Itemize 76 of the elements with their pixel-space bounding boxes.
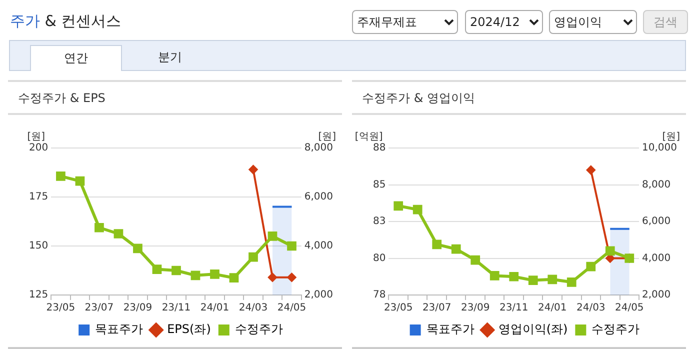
point	[75, 176, 85, 186]
point	[451, 244, 461, 254]
point	[528, 276, 538, 285]
x-tick-label: 23/09	[123, 302, 152, 314]
point	[432, 240, 442, 250]
y2-tick-label: 8,000	[642, 179, 671, 190]
y2-tick-label: 6,000	[642, 216, 671, 228]
legend-label: 목표주가	[426, 322, 474, 336]
x-tick-label: 23/07	[422, 302, 452, 314]
y-tick-label: 150	[28, 240, 48, 252]
point	[287, 241, 296, 251]
x-tick-label: 23/09	[460, 302, 490, 314]
point	[94, 222, 104, 232]
chart-title: 수정주가 & 영업이익	[362, 90, 475, 107]
legend-label: 영업이익(좌)	[498, 322, 568, 336]
y-tick-label: 83	[372, 216, 386, 228]
x-tick-label: 23/11	[499, 302, 528, 314]
y2-axis-title: [원]	[318, 132, 336, 143]
x-tick-label: 24/01	[200, 302, 230, 314]
legend-label: EPS(좌)	[167, 322, 211, 336]
x-tick-label: 23/05	[46, 302, 76, 314]
point	[548, 274, 558, 284]
point	[586, 262, 596, 272]
y-tick-label: 80	[372, 252, 386, 264]
y-tick-label: 88	[372, 142, 386, 154]
y2-tick-label: 4,000	[642, 252, 671, 264]
x-tick-label: 23/11	[162, 302, 191, 314]
point	[114, 229, 124, 238]
chart-title: 수정주가 & EPS	[18, 90, 106, 107]
point	[190, 270, 200, 280]
point	[152, 264, 162, 274]
legend-label: 수정주가	[592, 322, 640, 336]
y-tick-label: 200	[28, 142, 48, 154]
point	[56, 171, 66, 181]
text: 검색	[643, 10, 688, 34]
text: 주가 & 컨센서스	[10, 12, 122, 31]
x-tick-label: 24/03	[576, 302, 606, 314]
x-tick-label: 24/05	[614, 302, 644, 314]
point	[268, 232, 278, 241]
y2-tick-label: 6,000	[304, 192, 334, 203]
x-tick-label: 24/03	[238, 302, 268, 314]
y-axis-title: [억원]	[354, 132, 383, 143]
point	[490, 271, 500, 280]
y2-tick-label: 8,000	[304, 142, 334, 154]
point	[133, 244, 142, 254]
point	[229, 273, 239, 283]
legend-label: 수정주가	[234, 322, 283, 336]
point	[210, 269, 220, 279]
x-tick-label: 23/07	[84, 302, 114, 314]
point	[248, 252, 258, 262]
y2-tick-label: 2,000	[642, 290, 671, 301]
point	[172, 266, 181, 276]
x-tick-label: 23/05	[384, 302, 413, 314]
text: 연간	[30, 45, 122, 71]
text: 2024/12	[465, 10, 543, 34]
x-tick-label: 24/01	[538, 302, 567, 314]
point	[394, 201, 404, 211]
point	[509, 272, 519, 282]
x-tick-label: 24/05	[277, 302, 306, 314]
legend-label: 목표주가	[95, 322, 144, 336]
point	[566, 277, 576, 287]
y2-tick-label: 4,000	[304, 240, 334, 252]
text: 영업이익	[549, 10, 637, 34]
y-tick-label: 78	[372, 290, 386, 301]
y-tick-label: 175	[28, 192, 48, 203]
text: 분기	[157, 49, 183, 66]
y-tick-label: 125	[28, 290, 48, 301]
point	[605, 246, 615, 256]
y-axis-title: [원]	[27, 132, 46, 143]
y2-tick-label: 2,000	[304, 290, 334, 301]
y-tick-label: 85	[372, 179, 386, 190]
point	[470, 255, 480, 265]
y2-axis-title: [원]	[662, 132, 680, 143]
point	[412, 204, 422, 214]
y2-tick-label: 10,000	[642, 142, 678, 154]
text: 주재무제표	[352, 10, 458, 34]
